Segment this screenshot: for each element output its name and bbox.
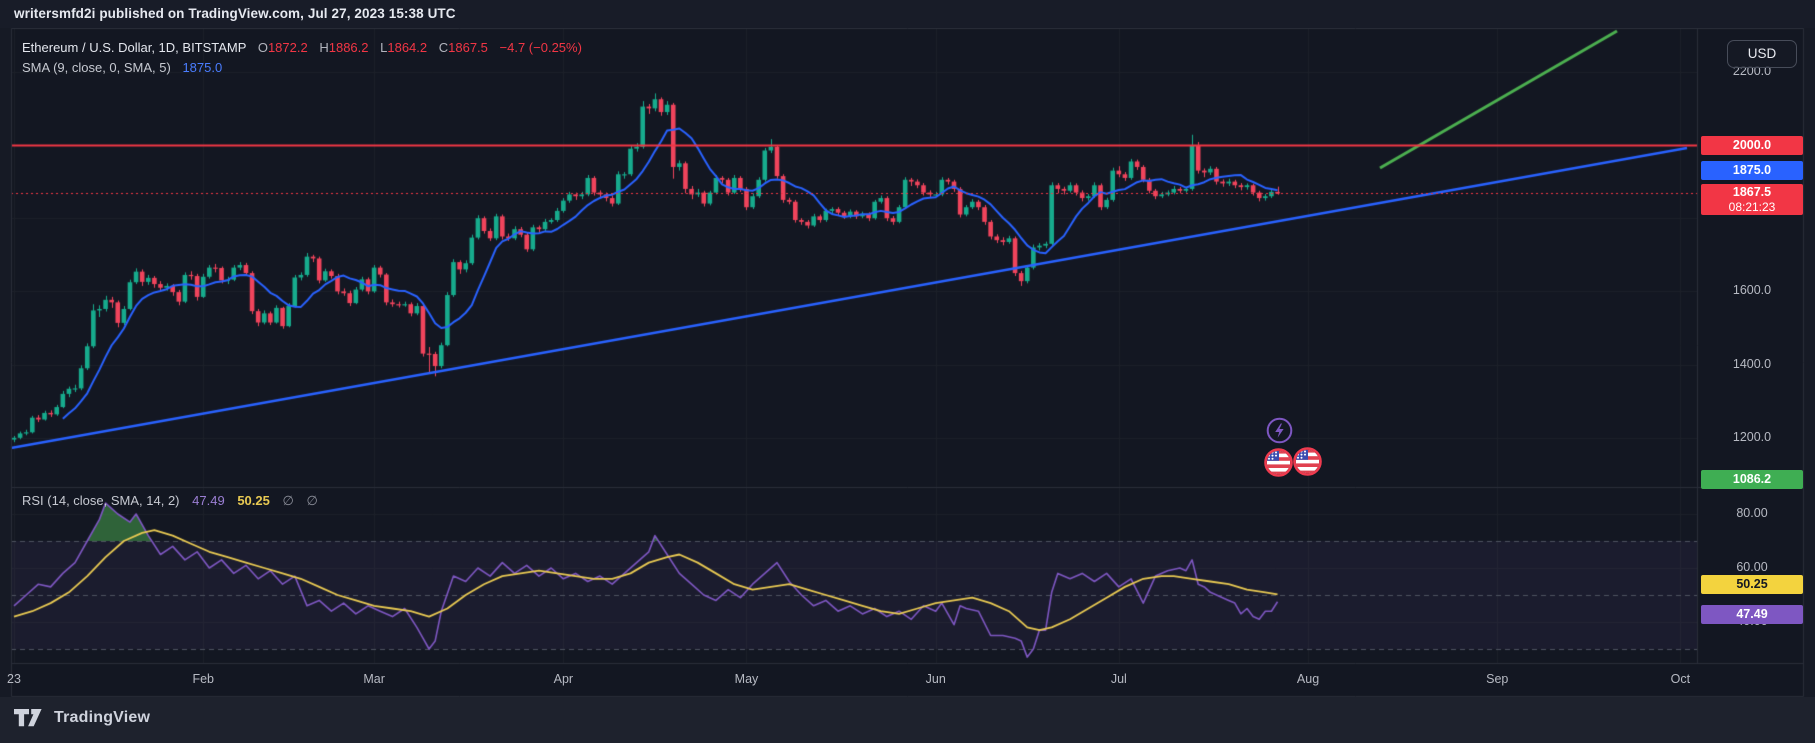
bar-countdown: 08:21:23: [1728, 200, 1776, 215]
sma-price-label: 1875.0: [1701, 161, 1803, 181]
time-tick-label: 23: [7, 672, 21, 686]
time-tick-label: Jul: [1110, 672, 1127, 686]
last-price-value: 1867.5: [1732, 185, 1772, 200]
price-tick-label: 1600.0: [1732, 283, 1772, 298]
publish-line: writersmfd2i published on TradingView.co…: [14, 6, 456, 21]
low-value: 1864.2: [387, 40, 428, 55]
rsi-indicator-title: RSI (14, close, SMA, 14, 2): [22, 493, 180, 508]
tradingview-brand-text: TradingView: [54, 709, 151, 726]
high-value: 1886.2: [328, 40, 369, 55]
support-price-label: 1086.2: [1701, 469, 1803, 489]
time-tick-label: Oct: [1670, 672, 1691, 686]
rsi-empty-set-icon: ∅: [306, 493, 318, 508]
price-tick-label: 1200.0: [1732, 429, 1772, 444]
rsi-ma-price-label: 50.25: [1701, 575, 1803, 595]
us-flag-icon[interactable]: [1263, 447, 1294, 483]
close-value: 1867.5: [448, 40, 488, 55]
rsi-indicator-value: 47.49: [192, 493, 225, 508]
low-label: L: [380, 40, 388, 55]
time-tick-label: Feb: [192, 672, 214, 686]
open-label: O: [257, 40, 268, 55]
tradingview-logo-icon: [14, 709, 42, 727]
rsi-price-label: 47.49: [1701, 604, 1803, 624]
time-tick-label: May: [734, 672, 759, 686]
symbol-title: Ethereum / U.S. Dollar, 1D, BITSTAMP: [22, 40, 247, 55]
symbol-legend-row[interactable]: Ethereum / U.S. Dollar, 1D, BITSTAMP O18…: [22, 38, 582, 58]
sma-indicator-title: SMA (9, close, 0, SMA, 5): [22, 60, 171, 75]
time-tick-label: Mar: [363, 672, 385, 686]
publish-bar: writersmfd2i published on TradingView.co…: [0, 0, 1815, 28]
footer-bar: TradingView: [0, 697, 1815, 743]
close-label: C: [438, 40, 449, 55]
high-label: H: [319, 40, 329, 55]
change-value: −4.7 (−0.25%): [499, 40, 582, 55]
rsi-tick-label: 80.00: [1736, 506, 1768, 520]
time-tick-label: Jun: [925, 672, 946, 686]
main-legend[interactable]: Ethereum / U.S. Dollar, 1D, BITSTAMP O18…: [22, 38, 582, 78]
tradingview-brand[interactable]: TradingView: [13, 706, 150, 730]
currency-unit-button[interactable]: USD: [1727, 40, 1797, 68]
us-flag-icon[interactable]: [1292, 446, 1323, 482]
rsi-ma-value: 50.25: [237, 493, 270, 508]
last-price-label: 1867.5 08:21:23: [1701, 184, 1803, 216]
time-tick-label: Apr: [553, 672, 574, 686]
time-tick-label: Sep: [1486, 672, 1509, 686]
rsi-empty-set-icon: ∅: [282, 493, 294, 508]
sma-indicator-value: 1875.0: [182, 60, 223, 75]
price-tick-label: 1400.0: [1732, 356, 1772, 371]
rsi-legend-row[interactable]: RSI (14, close, SMA, 14, 2) 47.49 50.25 …: [22, 492, 318, 510]
lightning-icon[interactable]: [1266, 417, 1293, 449]
open-value: 1872.2: [267, 40, 308, 55]
time-tick-label: Aug: [1296, 672, 1320, 686]
resistance-price-label: 2000.0: [1701, 135, 1803, 155]
sma-legend-row[interactable]: SMA (9, close, 0, SMA, 5) 1875.0: [22, 58, 582, 78]
rsi-tick-label: 60.00: [1736, 560, 1768, 574]
